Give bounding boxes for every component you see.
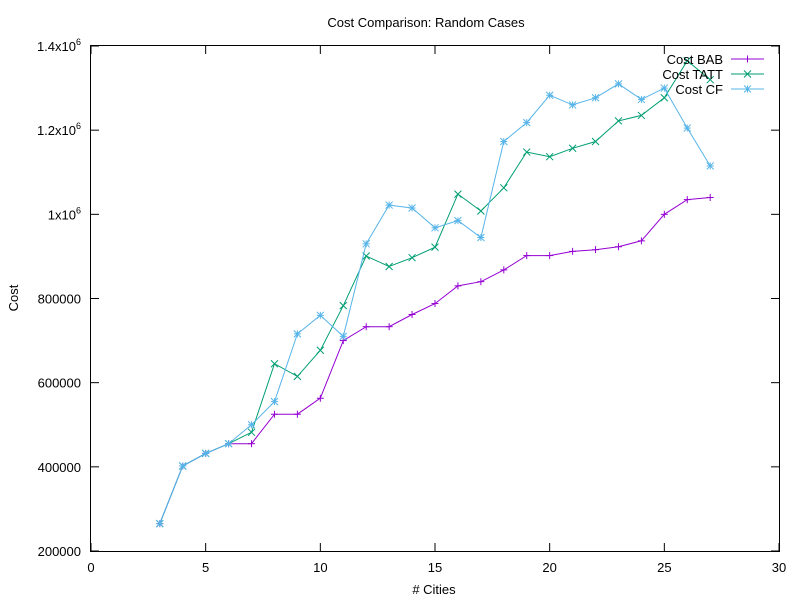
- data-point-cost-tatt: [385, 262, 393, 271]
- data-point-cost-tatt: [454, 190, 462, 198]
- data-point-cost-tatt: [431, 243, 439, 252]
- data-point-cost-cf: [316, 311, 325, 320]
- data-point-cost-cf: [522, 118, 531, 127]
- x-tick-label: 15: [428, 560, 442, 575]
- legend-item-cost-cf: Cost CF: [675, 82, 764, 97]
- data-point-cost-cf: [454, 216, 462, 225]
- data-point-cost-tatt: [270, 359, 279, 368]
- data-point-cost-cf: [660, 84, 669, 92]
- data-point-cost-tatt: [339, 301, 348, 310]
- data-point-cost-cf: [293, 329, 302, 338]
- data-point-cost-cf: [339, 332, 348, 341]
- data-point-cost-tatt: [591, 137, 600, 146]
- series-cost-cf: [155, 80, 715, 528]
- x-axis: 0 5 10 15 20 25 30: [87, 46, 786, 575]
- data-point-cost-tatt: [499, 183, 508, 192]
- data-point-cost-tatt: [614, 117, 623, 125]
- y-tick-label: 1x106: [48, 205, 81, 222]
- data-point-cost-cf: [408, 204, 416, 212]
- data-point-cost-tatt: [316, 346, 325, 355]
- data-point-cost-tatt: [660, 93, 669, 102]
- legend-label: Cost TATT: [662, 67, 723, 82]
- legend-marker: [743, 70, 752, 78]
- data-point-cost-cf: [568, 101, 577, 109]
- data-point-cost-cf: [270, 397, 279, 406]
- data-point-cost-cf: [385, 201, 393, 209]
- y-axis-label: Cost: [6, 284, 21, 311]
- data-point-cost-cf: [247, 420, 256, 429]
- legend-marker: [743, 85, 752, 93]
- data-point-cost-tatt: [706, 75, 715, 84]
- y-tick-label: 600000: [38, 376, 81, 391]
- x-tick-label: 30: [772, 560, 786, 575]
- data-point-cost-tatt: [477, 207, 485, 215]
- data-point-cost-cf: [362, 239, 371, 248]
- data-point-cost-tatt: [408, 253, 416, 262]
- x-axis-label: # Cities: [412, 582, 456, 597]
- data-point-cost-cf: [683, 124, 692, 132]
- x-tick-label: 5: [202, 560, 209, 575]
- y-tick-label: 400000: [38, 460, 81, 475]
- data-point-cost-cf: [637, 95, 646, 104]
- data-point-cost-tatt: [637, 111, 646, 120]
- x-tick-label: 0: [87, 560, 94, 575]
- data-point-cost-cf: [201, 449, 210, 458]
- chart-title: Cost Comparison: Random Cases: [327, 15, 525, 30]
- y-tick-label: 200000: [38, 544, 81, 559]
- x-tick-label: 10: [313, 560, 327, 575]
- series-layer: [155, 56, 715, 528]
- data-point-cost-cf: [545, 91, 554, 100]
- data-point-cost-cf: [614, 80, 623, 88]
- data-point-cost-cf: [431, 223, 439, 232]
- data-point-cost-tatt: [683, 56, 692, 65]
- data-point-cost-tatt: [522, 148, 531, 156]
- data-point-cost-cf: [499, 137, 508, 146]
- series-cost-bab: [156, 194, 714, 528]
- data-point-cost-tatt: [362, 252, 371, 260]
- plot-frame: [90, 45, 780, 552]
- data-point-cost-cf: [477, 233, 485, 242]
- x-tick-label: 20: [542, 560, 556, 575]
- series-line-cost-tatt: [159, 59, 711, 524]
- data-point-cost-cf: [155, 519, 164, 528]
- y-tick-label: 1.2x106: [37, 121, 81, 138]
- data-point-cost-tatt: [568, 144, 577, 153]
- legend-item-cost-tatt: Cost TATT: [662, 67, 764, 82]
- legend-item-cost-bab: Cost BAB: [667, 52, 764, 67]
- data-point-cost-cf: [706, 162, 715, 170]
- data-point-cost-cf: [224, 439, 233, 448]
- y-tick-label: 800000: [38, 292, 81, 307]
- y-tick-label: 1.4x106: [37, 37, 81, 54]
- legend-label: Cost CF: [675, 82, 723, 97]
- data-point-cost-tatt: [293, 372, 302, 381]
- data-point-cost-cf: [178, 462, 187, 470]
- x-tick-label: 25: [657, 560, 671, 575]
- legend-label: Cost BAB: [667, 52, 723, 67]
- y-axis: 200000 400000 600000 800000 1x106 1.2x106 1.4x…: [37, 37, 779, 559]
- data-point-cost-tatt: [545, 152, 554, 161]
- series-cost-tatt: [155, 56, 715, 528]
- data-point-cost-tatt: [247, 428, 256, 437]
- data-point-cost-cf: [591, 93, 600, 102]
